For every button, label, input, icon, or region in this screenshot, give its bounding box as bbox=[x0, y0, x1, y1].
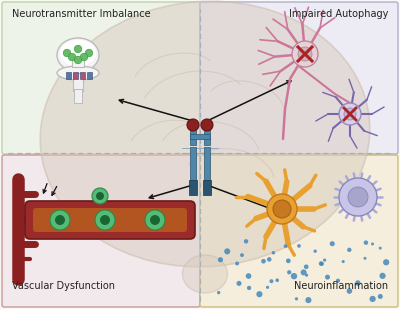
Circle shape bbox=[380, 273, 386, 279]
Circle shape bbox=[370, 296, 376, 302]
Bar bbox=[190, 134, 210, 139]
Circle shape bbox=[217, 291, 220, 294]
FancyBboxPatch shape bbox=[33, 208, 187, 232]
FancyBboxPatch shape bbox=[200, 2, 398, 154]
Circle shape bbox=[256, 291, 262, 297]
Bar bbox=[204, 125, 210, 145]
Circle shape bbox=[145, 210, 165, 230]
Text: Neuroinflammation: Neuroinflammation bbox=[294, 281, 388, 291]
Circle shape bbox=[273, 200, 291, 218]
Circle shape bbox=[383, 259, 389, 265]
Circle shape bbox=[314, 249, 317, 253]
Bar bbox=[189, 180, 197, 195]
Circle shape bbox=[378, 294, 383, 299]
Circle shape bbox=[266, 286, 269, 289]
Circle shape bbox=[342, 260, 345, 263]
Bar bbox=[73, 72, 78, 79]
Bar bbox=[204, 147, 210, 181]
Circle shape bbox=[348, 187, 368, 207]
Circle shape bbox=[347, 288, 352, 294]
Circle shape bbox=[325, 275, 330, 280]
Circle shape bbox=[330, 241, 335, 246]
Circle shape bbox=[347, 248, 352, 252]
Circle shape bbox=[74, 56, 82, 64]
Circle shape bbox=[344, 108, 356, 120]
Circle shape bbox=[355, 280, 360, 286]
Circle shape bbox=[201, 119, 213, 131]
Circle shape bbox=[267, 194, 297, 224]
Ellipse shape bbox=[182, 255, 228, 293]
Circle shape bbox=[298, 47, 312, 61]
Circle shape bbox=[276, 278, 279, 282]
Bar bbox=[190, 147, 196, 181]
Circle shape bbox=[63, 49, 71, 57]
Circle shape bbox=[379, 247, 382, 250]
Circle shape bbox=[246, 273, 251, 279]
Ellipse shape bbox=[60, 40, 96, 66]
Ellipse shape bbox=[40, 1, 370, 267]
Circle shape bbox=[55, 215, 65, 225]
FancyBboxPatch shape bbox=[25, 201, 195, 239]
Circle shape bbox=[305, 297, 312, 303]
Bar bbox=[203, 180, 211, 195]
Circle shape bbox=[85, 49, 93, 57]
Bar bbox=[66, 72, 71, 79]
Circle shape bbox=[244, 239, 248, 243]
Bar bbox=[74, 89, 82, 103]
Circle shape bbox=[304, 265, 308, 269]
Bar bbox=[73, 73, 83, 91]
Circle shape bbox=[240, 253, 244, 257]
Circle shape bbox=[323, 259, 326, 262]
Circle shape bbox=[339, 103, 361, 125]
Circle shape bbox=[301, 269, 307, 275]
FancyBboxPatch shape bbox=[2, 2, 200, 154]
Text: Neurotransmitter Imbalance: Neurotransmitter Imbalance bbox=[12, 9, 151, 19]
Bar bbox=[190, 125, 196, 145]
Circle shape bbox=[68, 53, 76, 61]
Circle shape bbox=[320, 262, 324, 266]
Circle shape bbox=[270, 279, 274, 283]
Circle shape bbox=[292, 41, 318, 67]
FancyBboxPatch shape bbox=[2, 155, 200, 307]
Circle shape bbox=[364, 257, 366, 260]
Circle shape bbox=[267, 257, 272, 262]
Bar bbox=[87, 72, 92, 79]
Circle shape bbox=[319, 261, 323, 266]
Circle shape bbox=[218, 257, 223, 262]
Bar bbox=[80, 72, 85, 79]
Circle shape bbox=[336, 279, 340, 283]
Circle shape bbox=[236, 281, 242, 286]
Circle shape bbox=[150, 215, 160, 225]
Ellipse shape bbox=[57, 38, 99, 72]
Circle shape bbox=[224, 248, 230, 254]
Circle shape bbox=[80, 53, 88, 61]
Circle shape bbox=[247, 286, 251, 290]
Bar bbox=[72, 59, 84, 67]
Circle shape bbox=[100, 215, 110, 225]
Circle shape bbox=[297, 244, 301, 248]
Circle shape bbox=[295, 297, 298, 300]
Circle shape bbox=[95, 210, 115, 230]
Circle shape bbox=[96, 192, 104, 200]
Circle shape bbox=[286, 258, 291, 263]
Circle shape bbox=[287, 270, 291, 274]
Circle shape bbox=[74, 45, 82, 53]
Circle shape bbox=[261, 259, 266, 264]
Circle shape bbox=[187, 119, 199, 131]
Circle shape bbox=[272, 251, 275, 255]
Circle shape bbox=[291, 273, 297, 279]
Circle shape bbox=[235, 261, 239, 265]
Text: Vascular Dysfunction: Vascular Dysfunction bbox=[12, 281, 115, 291]
Circle shape bbox=[92, 188, 108, 204]
Text: Impaired Autophagy: Impaired Autophagy bbox=[289, 9, 388, 19]
Circle shape bbox=[371, 243, 374, 245]
Circle shape bbox=[339, 178, 377, 216]
Circle shape bbox=[284, 244, 287, 248]
FancyBboxPatch shape bbox=[200, 155, 398, 307]
Ellipse shape bbox=[57, 66, 99, 80]
Circle shape bbox=[305, 273, 308, 277]
Circle shape bbox=[50, 210, 70, 230]
Circle shape bbox=[364, 240, 368, 245]
